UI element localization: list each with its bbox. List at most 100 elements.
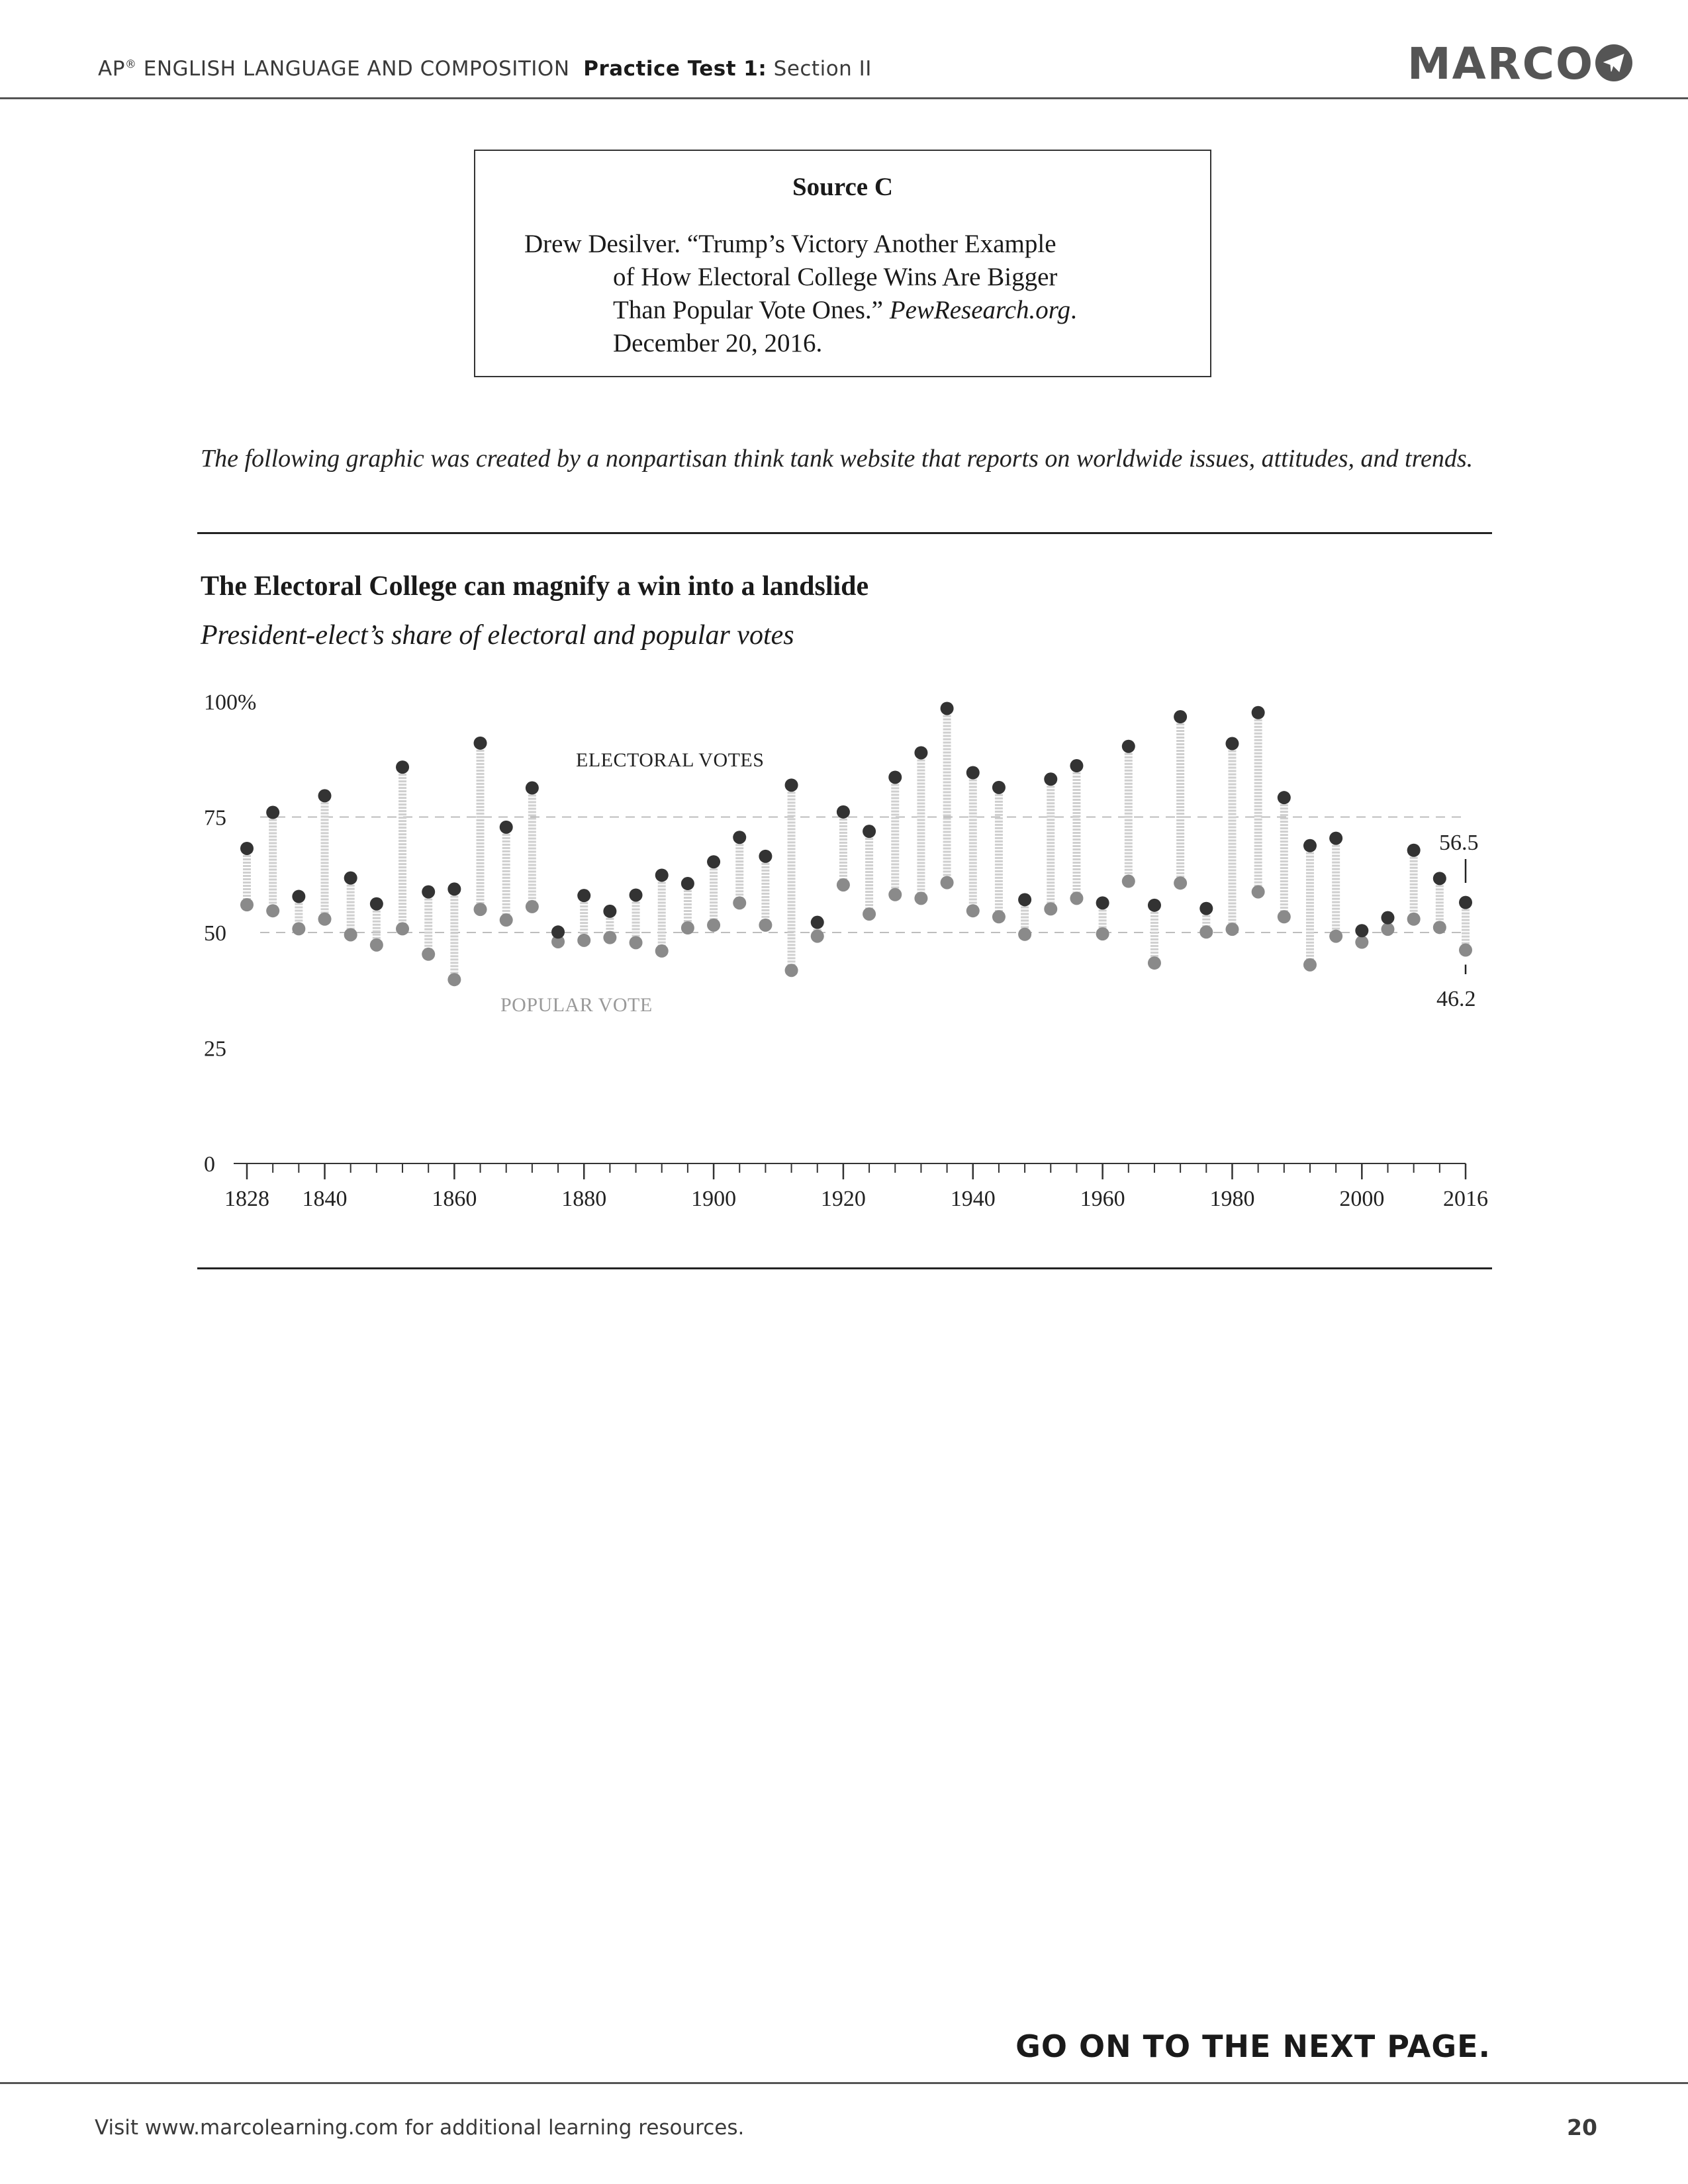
popular-vote-point [499, 913, 513, 927]
popular-vote-point [992, 910, 1006, 924]
popular-vote-point [344, 928, 357, 942]
header-divider [0, 97, 1688, 99]
popular-vote-point [966, 904, 980, 918]
electoral-vote-point [1070, 759, 1084, 773]
y-tick-label: 75 [204, 806, 226, 831]
citation-line-3: Than Popular Vote Ones.” PewResearch.org… [613, 295, 1077, 325]
popular-vote-point [836, 878, 850, 892]
electoral-vote-point [784, 778, 798, 792]
electoral-vote-point [759, 849, 773, 863]
chart-subtitle: President-elect’s share of electoral and… [201, 620, 794, 651]
electoral-vote-point [1329, 831, 1343, 845]
popular-vote-point [810, 929, 824, 943]
electoral-vote-point [863, 825, 876, 839]
popular-vote-point [1277, 910, 1291, 924]
popular-vote-point [1251, 885, 1265, 899]
popular-vote-point [1329, 929, 1343, 943]
popular-vote-point [577, 933, 591, 947]
electoral-vote-point [966, 766, 980, 780]
x-tick-label: 1880 [561, 1187, 606, 1211]
paper-plane-icon [1595, 44, 1633, 81]
electoral-vote-point [240, 841, 254, 855]
popular-vote-point [1174, 876, 1188, 890]
chart-bottom-rule [197, 1267, 1492, 1269]
electoral-vote-point [810, 915, 824, 929]
electoral-vote-point [1199, 901, 1213, 915]
popular-vote-point [292, 922, 306, 936]
x-tick-label: 1940 [951, 1187, 996, 1211]
electoral-vote-point [1044, 772, 1058, 786]
popular-vote-point [318, 912, 332, 926]
popular-vote-point [759, 918, 773, 932]
popular-vote-point [733, 896, 747, 910]
section-label: Section II [767, 57, 872, 81]
x-tick-label: 2016 [1443, 1187, 1488, 1211]
page-number: 20 [1567, 2115, 1597, 2140]
visit-suffix: for additional learning resources. [398, 2116, 745, 2140]
popular-vote-point [1121, 874, 1135, 888]
electoral-vote-point [369, 897, 383, 911]
popular-vote-point [1432, 921, 1446, 934]
electoral-vote-point [551, 925, 565, 939]
x-tick-label: 1860 [432, 1187, 477, 1211]
citation-text: Than Popular Vote Ones.” [613, 296, 890, 324]
electoral-vote-point [1277, 791, 1291, 805]
chart-top-rule [197, 532, 1492, 534]
popular-vote-point [1303, 958, 1317, 972]
source-intro: The following graphic was created by a n… [201, 445, 1474, 473]
y-tick-label: 0 [204, 1152, 215, 1177]
popular-vote-point [784, 964, 798, 978]
popular-vote-point [1147, 956, 1161, 970]
popular-vote-point [603, 931, 617, 944]
x-tick-label: 1960 [1080, 1187, 1125, 1211]
citation-line-2: of How Electoral College Wins Are Bigger [613, 263, 1058, 291]
electoral-vote-point [940, 702, 954, 715]
popular-vote-point [1407, 912, 1421, 926]
popular-vote-point [422, 947, 436, 961]
electoral-vote-point [836, 805, 850, 819]
popular-vote-point [1225, 923, 1239, 936]
popular-vote-point [680, 921, 694, 935]
logo-text: MARCO [1407, 38, 1595, 89]
page-header: AP® ENGLISH LANGUAGE AND COMPOSITION Pra… [0, 0, 1688, 101]
electoral-vote-point [1174, 710, 1188, 724]
popular-vote-point [369, 938, 383, 952]
marco-logo: MARCO [1407, 38, 1633, 89]
electoral-vote-point [992, 780, 1006, 794]
citation-period: . [1070, 296, 1077, 324]
electoral-popular-chart: 100% 75 50 25 0 1828 1840 1860 1880 1900 1920 1940 1… [204, 690, 1488, 1211]
popular-vote-point [525, 899, 539, 913]
popular-vote-point [863, 907, 876, 921]
electoral-vote-point [292, 889, 306, 903]
electoral-vote-point [1407, 843, 1421, 857]
popular-vote-point [1070, 891, 1084, 905]
x-tick-label: 1840 [303, 1187, 348, 1211]
electoral-vote-point [1355, 924, 1369, 938]
chart-title: The Electoral College can magnify a win … [201, 571, 869, 602]
popular-vote-point [655, 944, 669, 958]
popular-vote-point [707, 918, 721, 932]
registered-mark: ® [124, 58, 137, 71]
popular-vote-point [240, 898, 254, 912]
popular-vote-point [1199, 925, 1213, 939]
electoral-vote-point [888, 770, 902, 784]
electoral-vote-point [499, 820, 513, 834]
electoral-vote-point [1121, 739, 1135, 753]
x-tick-label: 1980 [1209, 1187, 1254, 1211]
electoral-vote-point [577, 889, 591, 903]
electoral-vote-point [733, 831, 747, 844]
electoral-vote-point [1225, 737, 1239, 751]
electoral-vote-point [629, 888, 643, 902]
y-tick-label: 25 [204, 1037, 226, 1062]
footer-text: Visit www.marcolearning.com for addition… [95, 2116, 744, 2140]
electoral-vote-point [318, 789, 332, 803]
citation-line-1: Drew Desilver. “Trump’s Victory Another … [524, 230, 1056, 258]
website-link[interactable]: www.marcolearning.com [144, 2116, 399, 2140]
test-label: Practice Test 1: [583, 57, 767, 81]
electoral-vote-point [680, 877, 694, 891]
popular-vote-point [447, 973, 461, 987]
course-prefix: AP [98, 57, 125, 81]
x-tick-label: 2000 [1339, 1187, 1384, 1211]
source-title: Source C [792, 173, 894, 201]
electoral-vote-point [422, 885, 436, 899]
